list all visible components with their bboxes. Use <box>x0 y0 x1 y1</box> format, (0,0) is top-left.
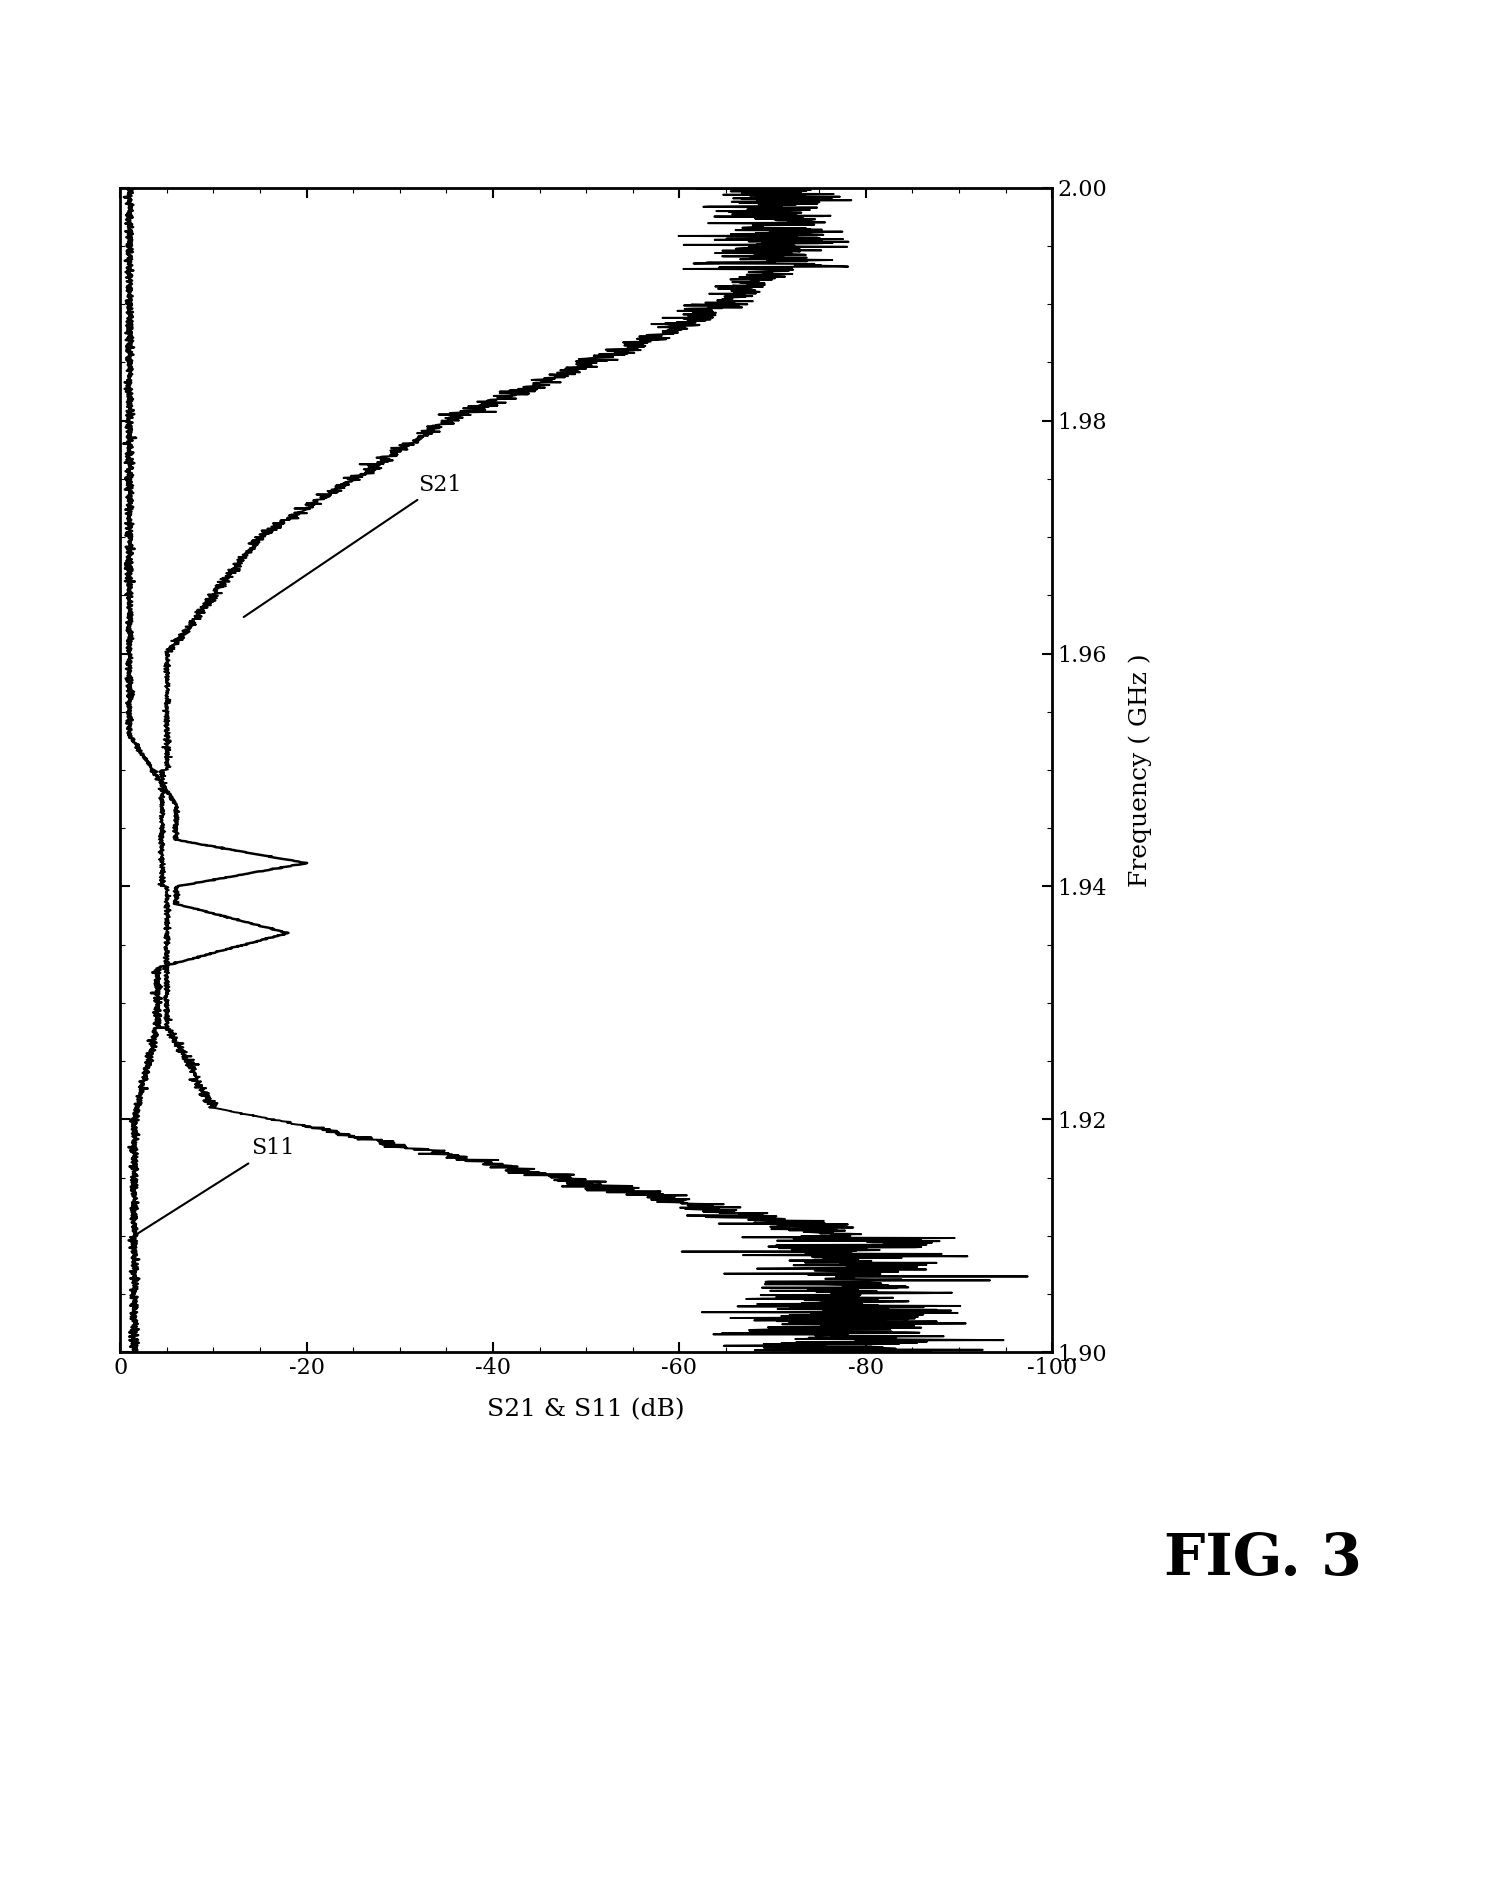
Text: S21: S21 <box>243 473 461 618</box>
Text: FIG. 3: FIG. 3 <box>1163 1531 1362 1587</box>
Y-axis label: Frequency ( GHz ): Frequency ( GHz ) <box>1129 654 1153 886</box>
X-axis label: S21 & S11 (dB): S21 & S11 (dB) <box>487 1399 685 1422</box>
Text: S11: S11 <box>137 1138 295 1234</box>
